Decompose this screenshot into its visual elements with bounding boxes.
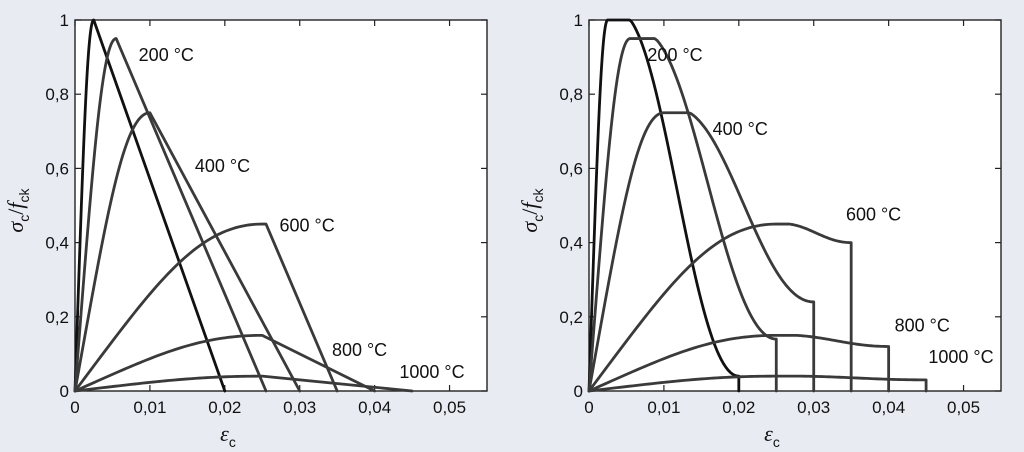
chart-panel-1: 0 0,01 0,02 0,03 0,04 0,05 0 0,2 0,4 0,6 0,8 1 εc σc/… — [3, 11, 488, 450]
x-tick-label: 0,02 — [208, 398, 241, 417]
series-curve-3 — [73, 111, 302, 393]
x-axis-label: εc — [764, 421, 780, 450]
series-curve-1 — [73, 18, 227, 393]
x-axis-label: εc — [220, 421, 236, 450]
x-tick-label: 0,05 — [433, 398, 466, 417]
curve-label: 400 °C — [713, 119, 768, 139]
y-axis-label: σc/fck — [3, 187, 32, 232]
curve-label: 1000 °C — [399, 362, 464, 382]
curve-label: 800 °C — [895, 316, 950, 336]
plot-area — [74, 19, 488, 392]
y-tick-label: 1 — [574, 11, 583, 30]
series-curve-4 — [587, 222, 853, 393]
x-tick-label: 0 — [70, 398, 79, 417]
curve-label: 200 °C — [647, 45, 702, 65]
x-tick-label: 0,04 — [872, 398, 905, 417]
curve-label: 600 °C — [846, 204, 901, 224]
y-tick-label: 1 — [60, 11, 69, 30]
series-curve-2 — [587, 37, 778, 393]
x-tick-label: 0,01 — [133, 398, 166, 417]
x-tick-label: 0,03 — [283, 398, 316, 417]
y-tick-label: 0,2 — [559, 308, 583, 327]
curve-label: 400 °C — [195, 156, 250, 176]
y-tick-label: 0,6 — [45, 159, 69, 178]
chart-panel-2: 0 0,01 0,02 0,03 0,04 0,05 0 0,2 0,4 0,6 0,8 1 εc σc/… — [517, 11, 1002, 450]
curve-label: 600 °C — [280, 215, 335, 235]
x-tick-label: 0,04 — [358, 398, 391, 417]
curve-label: 1000 °C — [928, 347, 993, 367]
series-curve-6 — [73, 374, 414, 393]
series-curve-3 — [587, 111, 816, 393]
y-axis-label: σc/fck — [517, 187, 546, 232]
y-tick-label: 0,2 — [45, 308, 69, 327]
x-tick-label: 0,05 — [947, 398, 980, 417]
curve-label: 200 °C — [139, 45, 194, 65]
series-curve-6 — [587, 374, 928, 393]
y-tick-label: 0,6 — [559, 159, 583, 178]
y-tick-label: 0 — [60, 382, 69, 401]
series-curve-5 — [587, 333, 891, 393]
series-curve-5 — [73, 333, 377, 393]
series-curve-1 — [587, 18, 741, 393]
x-tick-label: 0,01 — [647, 398, 680, 417]
x-tick-label: 0,03 — [797, 398, 830, 417]
y-tick-label: 0,4 — [45, 234, 69, 253]
x-tick-label: 0,02 — [722, 398, 755, 417]
series-curve-4 — [73, 222, 339, 393]
y-tick-label: 0,8 — [45, 85, 69, 104]
y-tick-label: 0 — [574, 382, 583, 401]
curve-label: 800 °C — [332, 340, 387, 360]
series-curve-2 — [73, 37, 268, 393]
x-tick-label: 0 — [584, 398, 593, 417]
plot-area — [588, 19, 1002, 392]
y-tick-label: 0,8 — [559, 85, 583, 104]
y-tick-label: 0,4 — [559, 234, 583, 253]
